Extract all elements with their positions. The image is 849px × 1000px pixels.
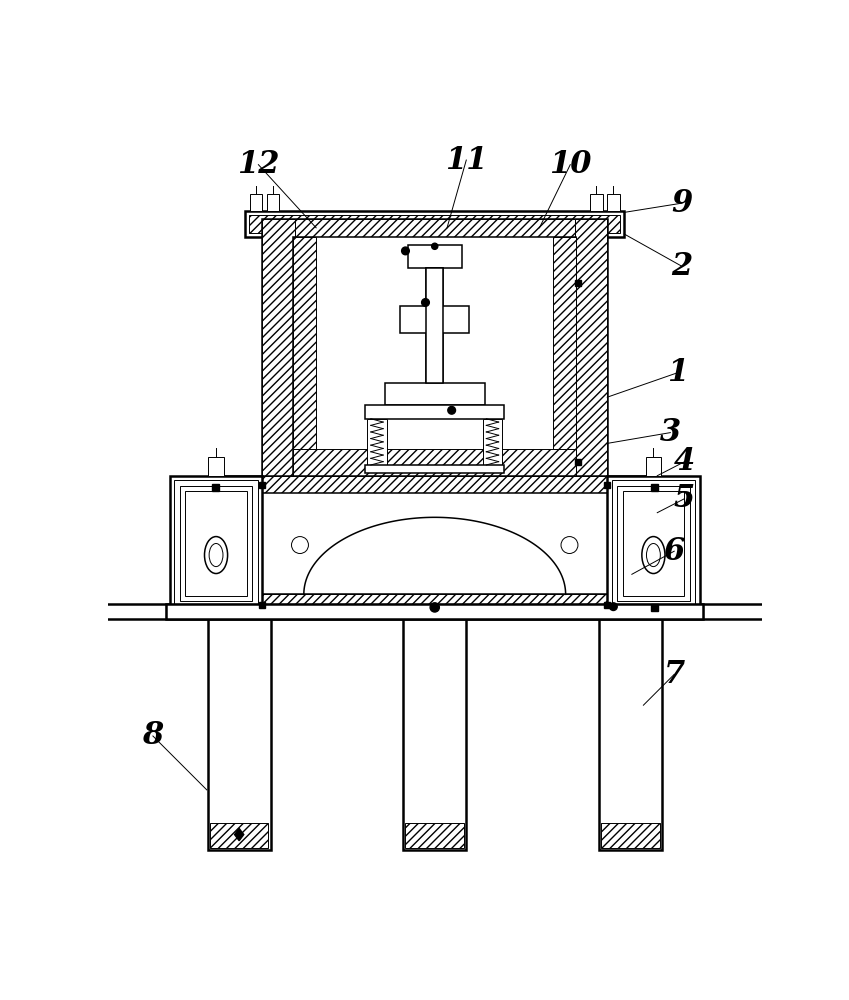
Bar — [170, 476, 262, 611]
Bar — [403, 619, 466, 850]
Bar — [575, 219, 607, 476]
Bar — [185, 491, 247, 596]
Bar — [612, 480, 695, 607]
Bar — [426, 268, 443, 383]
Bar — [245, 211, 624, 237]
Bar — [210, 823, 268, 848]
Bar — [180, 486, 252, 601]
Text: 4: 4 — [673, 446, 694, 477]
Bar — [365, 465, 504, 473]
Bar — [650, 604, 658, 611]
Bar — [295, 219, 575, 237]
Bar — [166, 604, 704, 619]
Bar — [646, 457, 661, 476]
Text: 8: 8 — [143, 720, 164, 752]
Bar — [607, 194, 620, 211]
Bar — [607, 476, 700, 611]
Bar — [208, 457, 224, 476]
Text: 3: 3 — [660, 417, 681, 448]
Bar — [408, 245, 462, 268]
Bar — [174, 480, 257, 607]
Circle shape — [402, 247, 409, 255]
Bar — [650, 484, 658, 491]
Circle shape — [291, 537, 308, 554]
Text: 12: 12 — [237, 149, 279, 180]
Bar — [483, 419, 502, 465]
Text: 6: 6 — [664, 536, 685, 567]
Bar — [365, 405, 504, 419]
Bar — [293, 237, 576, 476]
Bar — [293, 449, 576, 476]
Circle shape — [431, 243, 438, 249]
Bar — [207, 619, 271, 850]
Bar — [604, 482, 610, 488]
Bar — [249, 215, 621, 233]
Text: 1: 1 — [667, 357, 689, 388]
Bar — [622, 491, 684, 596]
Bar — [211, 484, 219, 491]
Bar — [229, 493, 640, 594]
Bar — [426, 268, 443, 383]
Text: 5: 5 — [673, 483, 694, 514]
Bar — [575, 459, 581, 465]
Bar — [640, 493, 657, 605]
Bar — [406, 823, 464, 848]
Bar — [368, 419, 386, 465]
Bar — [575, 280, 581, 286]
Bar — [212, 594, 657, 611]
Circle shape — [447, 406, 456, 414]
Text: 2: 2 — [672, 251, 693, 282]
Bar — [212, 476, 657, 493]
Circle shape — [430, 603, 439, 612]
Circle shape — [610, 603, 617, 610]
Bar — [267, 194, 279, 211]
Bar — [601, 823, 660, 848]
Bar — [259, 482, 266, 488]
Bar — [599, 619, 662, 850]
Circle shape — [422, 299, 430, 306]
Bar — [250, 194, 262, 211]
Text: 9: 9 — [672, 188, 693, 219]
Bar — [262, 219, 607, 476]
Bar — [293, 237, 316, 449]
Circle shape — [561, 537, 578, 554]
Bar — [262, 219, 295, 476]
Ellipse shape — [205, 537, 228, 574]
Bar — [385, 383, 485, 405]
Ellipse shape — [209, 544, 223, 567]
Bar — [166, 604, 704, 619]
Bar — [212, 493, 229, 605]
Ellipse shape — [642, 537, 665, 574]
Ellipse shape — [646, 544, 661, 567]
Text: 11: 11 — [445, 145, 487, 176]
Bar — [259, 602, 266, 608]
Text: 10: 10 — [549, 149, 592, 180]
Bar — [617, 486, 689, 601]
Polygon shape — [234, 828, 244, 841]
Text: 7: 7 — [664, 659, 685, 690]
Bar — [590, 194, 603, 211]
Bar — [212, 476, 657, 611]
Bar — [604, 602, 610, 608]
Bar — [400, 306, 469, 333]
Bar — [554, 237, 576, 449]
